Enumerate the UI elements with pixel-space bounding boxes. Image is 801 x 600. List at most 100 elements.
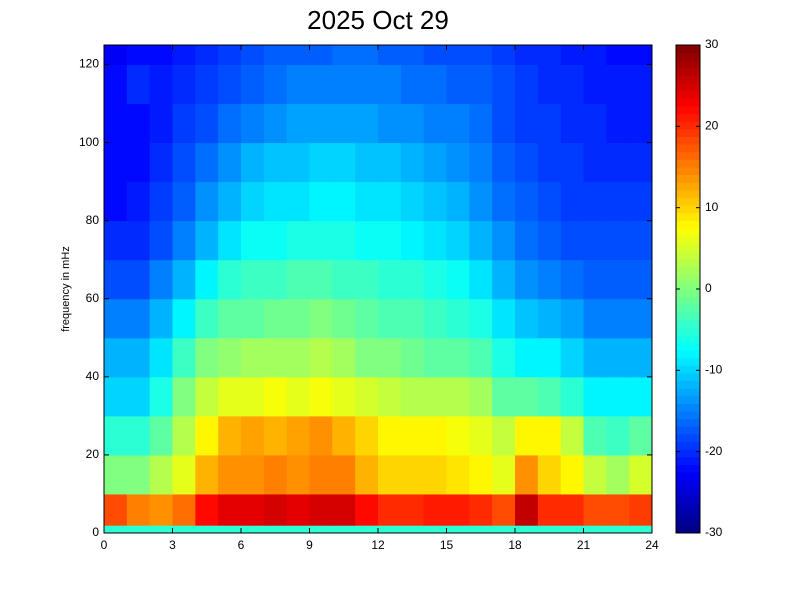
heatmap-cell [172,337,196,378]
heatmap-cell [537,454,562,495]
heatmap-cell [309,45,333,66]
heatmap-cell [104,103,128,144]
heatmap-cell [629,298,653,339]
heatmap-cell [583,103,607,144]
heatmap-cell [583,415,607,456]
heatmap-cell [446,181,470,222]
heatmap-cell [309,103,333,144]
heatmap-cell [309,525,333,534]
x-tick-label: 9 [306,538,313,552]
heatmap-cell [423,415,447,456]
heatmap-cell [515,220,539,261]
heatmap-cell [583,220,607,261]
heatmap-cell [172,181,196,222]
colorbar-swatch [676,395,700,404]
x-tick-label: 6 [238,538,245,552]
colorbar-swatch [676,311,700,320]
heatmap-cell [332,337,356,378]
heatmap-cell [126,45,151,66]
colorbar-swatch [676,75,700,84]
heatmap-cell [400,298,425,339]
heatmap-cell [378,259,402,300]
heatmap-cell [263,337,288,378]
heatmap-cell [195,220,219,261]
heatmap-cell [263,415,288,456]
heatmap-cell [492,45,516,66]
heatmap-cell [583,525,607,534]
heatmap-cell [332,64,356,105]
heatmap-cell [172,298,196,339]
heatmap-cell [446,298,470,339]
heatmap-cell [492,454,516,495]
heatmap-cell [515,337,539,378]
colorbar-swatch [676,510,700,519]
heatmap-cell [537,45,562,66]
heatmap-cell [241,259,265,300]
heatmap-cell [286,45,310,66]
heatmap-cell [355,45,379,66]
heatmap-cell [263,376,288,417]
heatmap-cell [309,298,333,339]
heatmap-cell [492,376,516,417]
heatmap-cell [218,103,242,144]
heatmap-cell [286,415,310,456]
heatmap-cell [423,181,447,222]
heatmap-cell [515,103,539,144]
heatmap-cell [218,45,242,66]
heatmap-cell [241,64,265,105]
heatmap-cell [400,220,425,261]
heatmap-cell [606,337,630,378]
heatmap-cell [309,493,333,526]
heatmap-cell [104,415,128,456]
colorbar-swatch [676,327,700,336]
heatmap-cell [263,181,288,222]
heatmap-cell [537,298,562,339]
heatmap-cell [309,454,333,495]
heatmap-cell [241,337,265,378]
heatmap-cell [378,415,402,456]
heatmap-cell [583,454,607,495]
heatmap-cell [104,493,128,526]
heatmap-cell [104,376,128,417]
heatmap-cell [423,525,447,534]
colorbar-swatch [676,365,700,374]
heatmap-cell [446,103,470,144]
heatmap-cell [104,45,128,66]
heatmap-cell [263,525,288,534]
heatmap-cell [104,220,128,261]
heatmap-cell [286,259,310,300]
heatmap-cell [446,64,470,105]
heatmap-cell [149,142,173,183]
heatmap-cell [241,525,265,534]
heatmap-cell [332,142,356,183]
chart-title: 2025 Oct 29 [307,5,449,35]
heatmap-cell [606,415,630,456]
heatmap-cell [332,493,356,526]
heatmap-cell [606,220,630,261]
heatmap-cell [606,142,630,183]
y-tick-label: 40 [86,369,100,383]
heatmap-cell [423,259,447,300]
heatmap-cell [332,103,356,144]
heatmap-cell [378,454,402,495]
heatmap-cell [515,259,539,300]
heatmap-cell [469,454,493,495]
heatmap-cell [560,376,584,417]
heatmap-cell [378,298,402,339]
heatmap-cell [263,454,288,495]
heatmap-cell [378,220,402,261]
heatmap-cell [629,493,653,526]
heatmap-cell [606,376,630,417]
heatmap-cell [560,45,584,66]
colorbar-tick-label: -10 [705,363,723,377]
heatmap-cell [126,259,151,300]
heatmap-cell [537,103,562,144]
heatmap-cell [241,415,265,456]
heatmap-cell [560,454,584,495]
heatmap-cell [263,64,288,105]
heatmap-cell [400,181,425,222]
heatmap-cell [629,337,653,378]
heatmap-cell [423,298,447,339]
heatmap-cell [309,220,333,261]
heatmap-cell [195,181,219,222]
